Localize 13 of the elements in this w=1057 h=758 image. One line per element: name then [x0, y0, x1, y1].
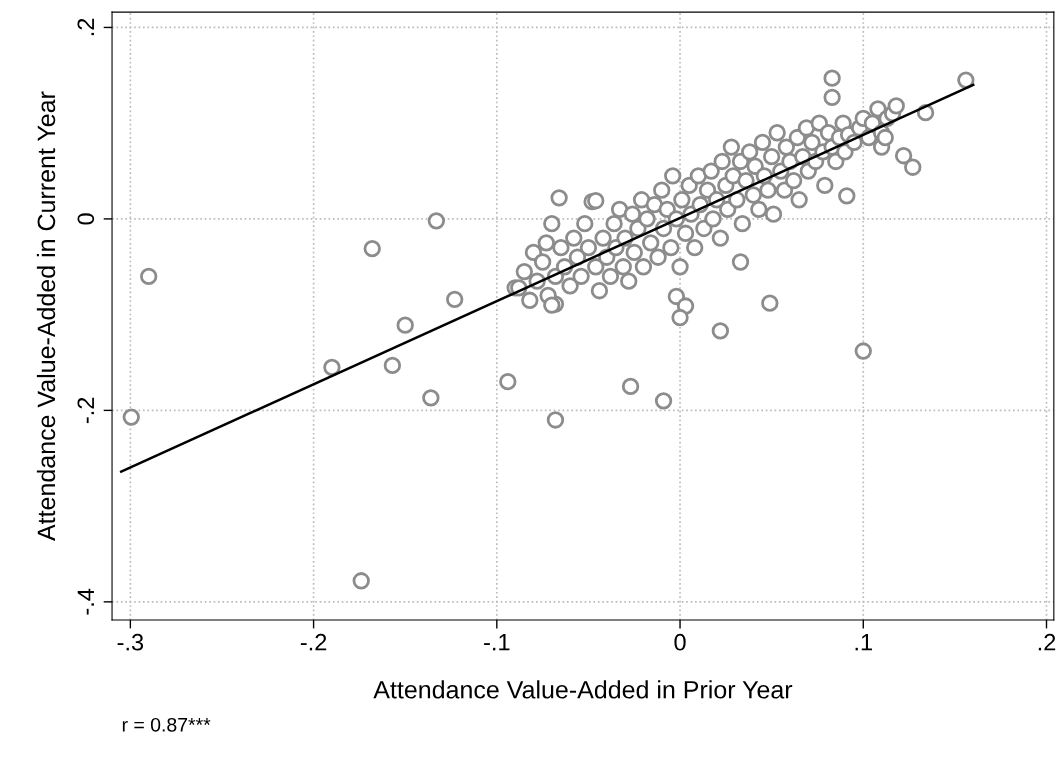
- y-tick-label: -.2: [77, 397, 94, 424]
- x-tick-label: -.3: [117, 633, 144, 651]
- y-tick-label: -.4: [77, 588, 94, 615]
- y-tick-label: 0: [77, 213, 95, 225]
- x-tick-label: .1: [855, 634, 872, 651]
- x-tick-label: .2: [1038, 633, 1056, 651]
- x-tick-label: 0: [674, 633, 686, 651]
- x-tick-label: -.1: [484, 634, 510, 651]
- text: r = 0.87***: [122, 717, 211, 732]
- y-tick-label: .2: [77, 18, 94, 36]
- x-axis-title: Attendance Value-Added in Prior Year: [373, 680, 793, 699]
- x-tick-label: -.2: [300, 633, 327, 651]
- y-axis-title: Attendance Value-Added in Current Year: [36, 91, 56, 541]
